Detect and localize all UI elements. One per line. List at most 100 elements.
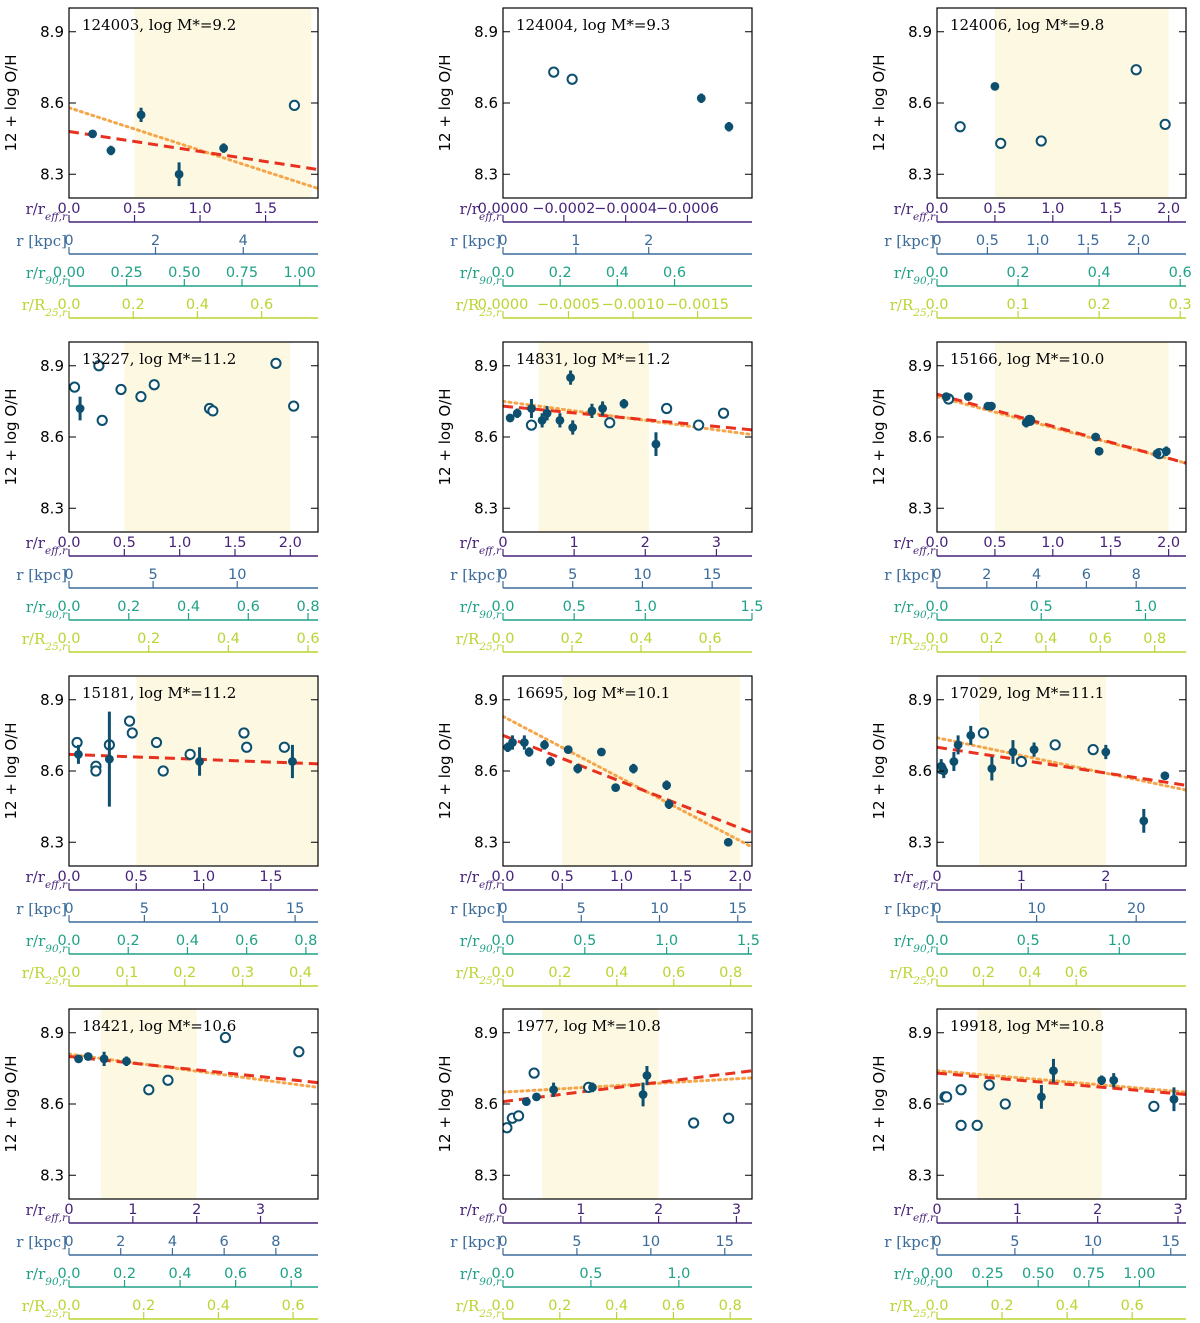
band-0.5-2-reff — [994, 342, 1169, 532]
x-tick-label: 0.0 — [491, 1266, 514, 1282]
x-tick-label: 15 — [716, 1234, 734, 1250]
x-tick-label: −0.0015 — [666, 297, 729, 313]
x-tick-label: 2 — [654, 1202, 663, 1218]
x-tick-label: 2 — [1101, 869, 1110, 885]
x-axis-r90: 0.0 0.5 1.0 r/r90,r — [894, 932, 1186, 955]
open-point — [241, 741, 253, 753]
open-point — [512, 1110, 525, 1122]
fit-line-dashed — [69, 1055, 318, 1085]
x-axis-label-r90: r/r90,r — [460, 264, 502, 287]
x-axis-label-R25: r/R25,r — [890, 296, 936, 319]
panel-4: 8.3 8.6 8.9 12 + log O/H 13227, log M*=11.2 0… — [2, 341, 320, 653]
x-tick-label: 0 — [932, 869, 941, 885]
open-point — [604, 417, 616, 429]
open-point — [184, 748, 196, 760]
open-point — [693, 419, 705, 431]
y-tick-label: 8.6 — [908, 94, 932, 112]
open-point — [148, 379, 160, 391]
open-point — [96, 414, 108, 426]
x-tick-label: 0.2 — [980, 631, 1003, 647]
x-tick-label: 3 — [256, 1202, 265, 1218]
plot-area — [69, 676, 318, 866]
panel-12: 8.3 8.6 8.9 12 + log O/H 19918, log M*=10.8 0… — [870, 1008, 1187, 1320]
x-tick-label: 0.6 — [297, 631, 320, 647]
x-tick-label: 0.6 — [282, 1298, 305, 1314]
open-point — [955, 1119, 967, 1131]
y-tick-label: 8.3 — [474, 499, 498, 517]
x-tick-label: 2 — [1093, 1202, 1102, 1218]
plot-area — [937, 1009, 1186, 1199]
x-axis-label-R25: r/R25,r — [22, 1297, 68, 1320]
plot-area — [503, 1009, 752, 1199]
x-tick-label: 0 — [498, 1234, 507, 1250]
y-tick-label: 8.9 — [474, 357, 498, 375]
x-tick-label: 0.0 — [925, 965, 948, 981]
filled-point — [83, 1052, 93, 1061]
fit-line-dashed — [937, 392, 1186, 465]
plot-area — [503, 676, 752, 866]
filled-point — [1008, 747, 1018, 757]
x-axis-rkpc: 0 5 10 15 r [kpc] — [450, 900, 752, 923]
x-tick-label: 10 — [1084, 1234, 1102, 1250]
x-tick-label: 0 — [64, 901, 73, 917]
panel-title: 124003, log M*=9.2 — [82, 16, 236, 34]
filled-point — [1161, 446, 1171, 456]
x-tick-label: 0.0 — [925, 201, 948, 217]
filled-point — [941, 392, 951, 402]
open-point — [69, 381, 81, 393]
band-0.5-2-reff — [100, 1009, 197, 1199]
x-axis-label-reff: r/reff,r — [26, 200, 68, 223]
x-axis-R25: 0.0 0.2 0.4 0.6 r/R25,r — [456, 630, 752, 653]
x-axis-label-reff: r/reff,r — [26, 1201, 68, 1224]
y-axis-label: 12 + log O/H — [870, 55, 888, 152]
filled-point — [104, 754, 114, 764]
panel-2: 8.3 8.6 8.9 12 + log O/H 124004, log M*=9.3 0… — [436, 7, 753, 319]
filled-point — [519, 738, 529, 747]
x-axis-r90: 0.0 0.5 1.0 1.5 r/r90,r — [460, 598, 764, 621]
x-tick-label: 0.4 — [1018, 965, 1041, 981]
x-axis-label-rkpc: r [kpc] — [884, 566, 935, 584]
x-axis-label-r90: r/r90,r — [460, 1265, 502, 1288]
y-axis-label: 12 + log O/H — [436, 723, 454, 820]
x-tick-label: 0 — [932, 567, 941, 583]
x-tick-label: 0.0 — [925, 631, 948, 647]
x-tick-label: 0.0 — [925, 297, 948, 313]
y-tick-label: 8.9 — [40, 1024, 64, 1042]
x-axis-R25: 0.0 0.2 0.4 0.6 r/R25,r — [890, 964, 1186, 987]
filled-point — [1029, 745, 1039, 755]
x-tick-label: 0.6 — [1121, 1298, 1144, 1314]
x-axis-label-r90: r/r90,r — [894, 264, 936, 287]
x-tick-label: 0 — [932, 233, 941, 249]
x-tick-label: 1.0 — [189, 201, 212, 217]
x-axis-reff: 0.0 0.5 1.0 1.5 r/reff,r — [26, 200, 318, 223]
x-tick-label: 0.0 — [57, 965, 80, 981]
open-point — [150, 736, 163, 749]
x-axis-label-r90: r/r90,r — [894, 598, 936, 621]
x-axis-label-r90: r/r90,r — [26, 264, 68, 287]
x-tick-label: 10 — [211, 901, 229, 917]
y-tick-label: 8.3 — [474, 1166, 498, 1184]
panel-title: 14831, log M*=11.2 — [516, 350, 670, 368]
x-tick-label: 0.0 — [925, 933, 948, 949]
x-tick-label: 2 — [116, 1234, 125, 1250]
x-axis-label-r90: r/r90,r — [894, 932, 936, 955]
open-point — [977, 727, 990, 739]
plot-area — [69, 8, 318, 198]
panel-7: 8.3 8.6 8.9 12 + log O/H 15181, log M*=11.2 0… — [2, 675, 319, 987]
x-tick-label: 0 — [498, 567, 507, 583]
x-axis-rkpc: 0 10 20 r [kpc] — [884, 900, 1186, 923]
x-tick-label: 0.4 — [1088, 265, 1111, 281]
open-point — [1049, 739, 1061, 751]
y-tick-label: 8.3 — [40, 165, 64, 183]
x-tick-label: 0 — [498, 1202, 507, 1218]
x-tick-label: 0.2 — [548, 1298, 571, 1314]
y-tick-label: 8.6 — [40, 94, 64, 112]
filled-point — [508, 738, 517, 747]
x-tick-label: 1.5 — [259, 869, 282, 885]
fit-line-dashed — [937, 745, 1186, 787]
open-point — [661, 402, 673, 415]
filled-point — [88, 129, 97, 139]
x-axis-label-R25: r/R25,r — [890, 630, 936, 653]
x-tick-label: 15 — [703, 567, 721, 583]
x-tick-label: 0.6 — [250, 297, 273, 313]
